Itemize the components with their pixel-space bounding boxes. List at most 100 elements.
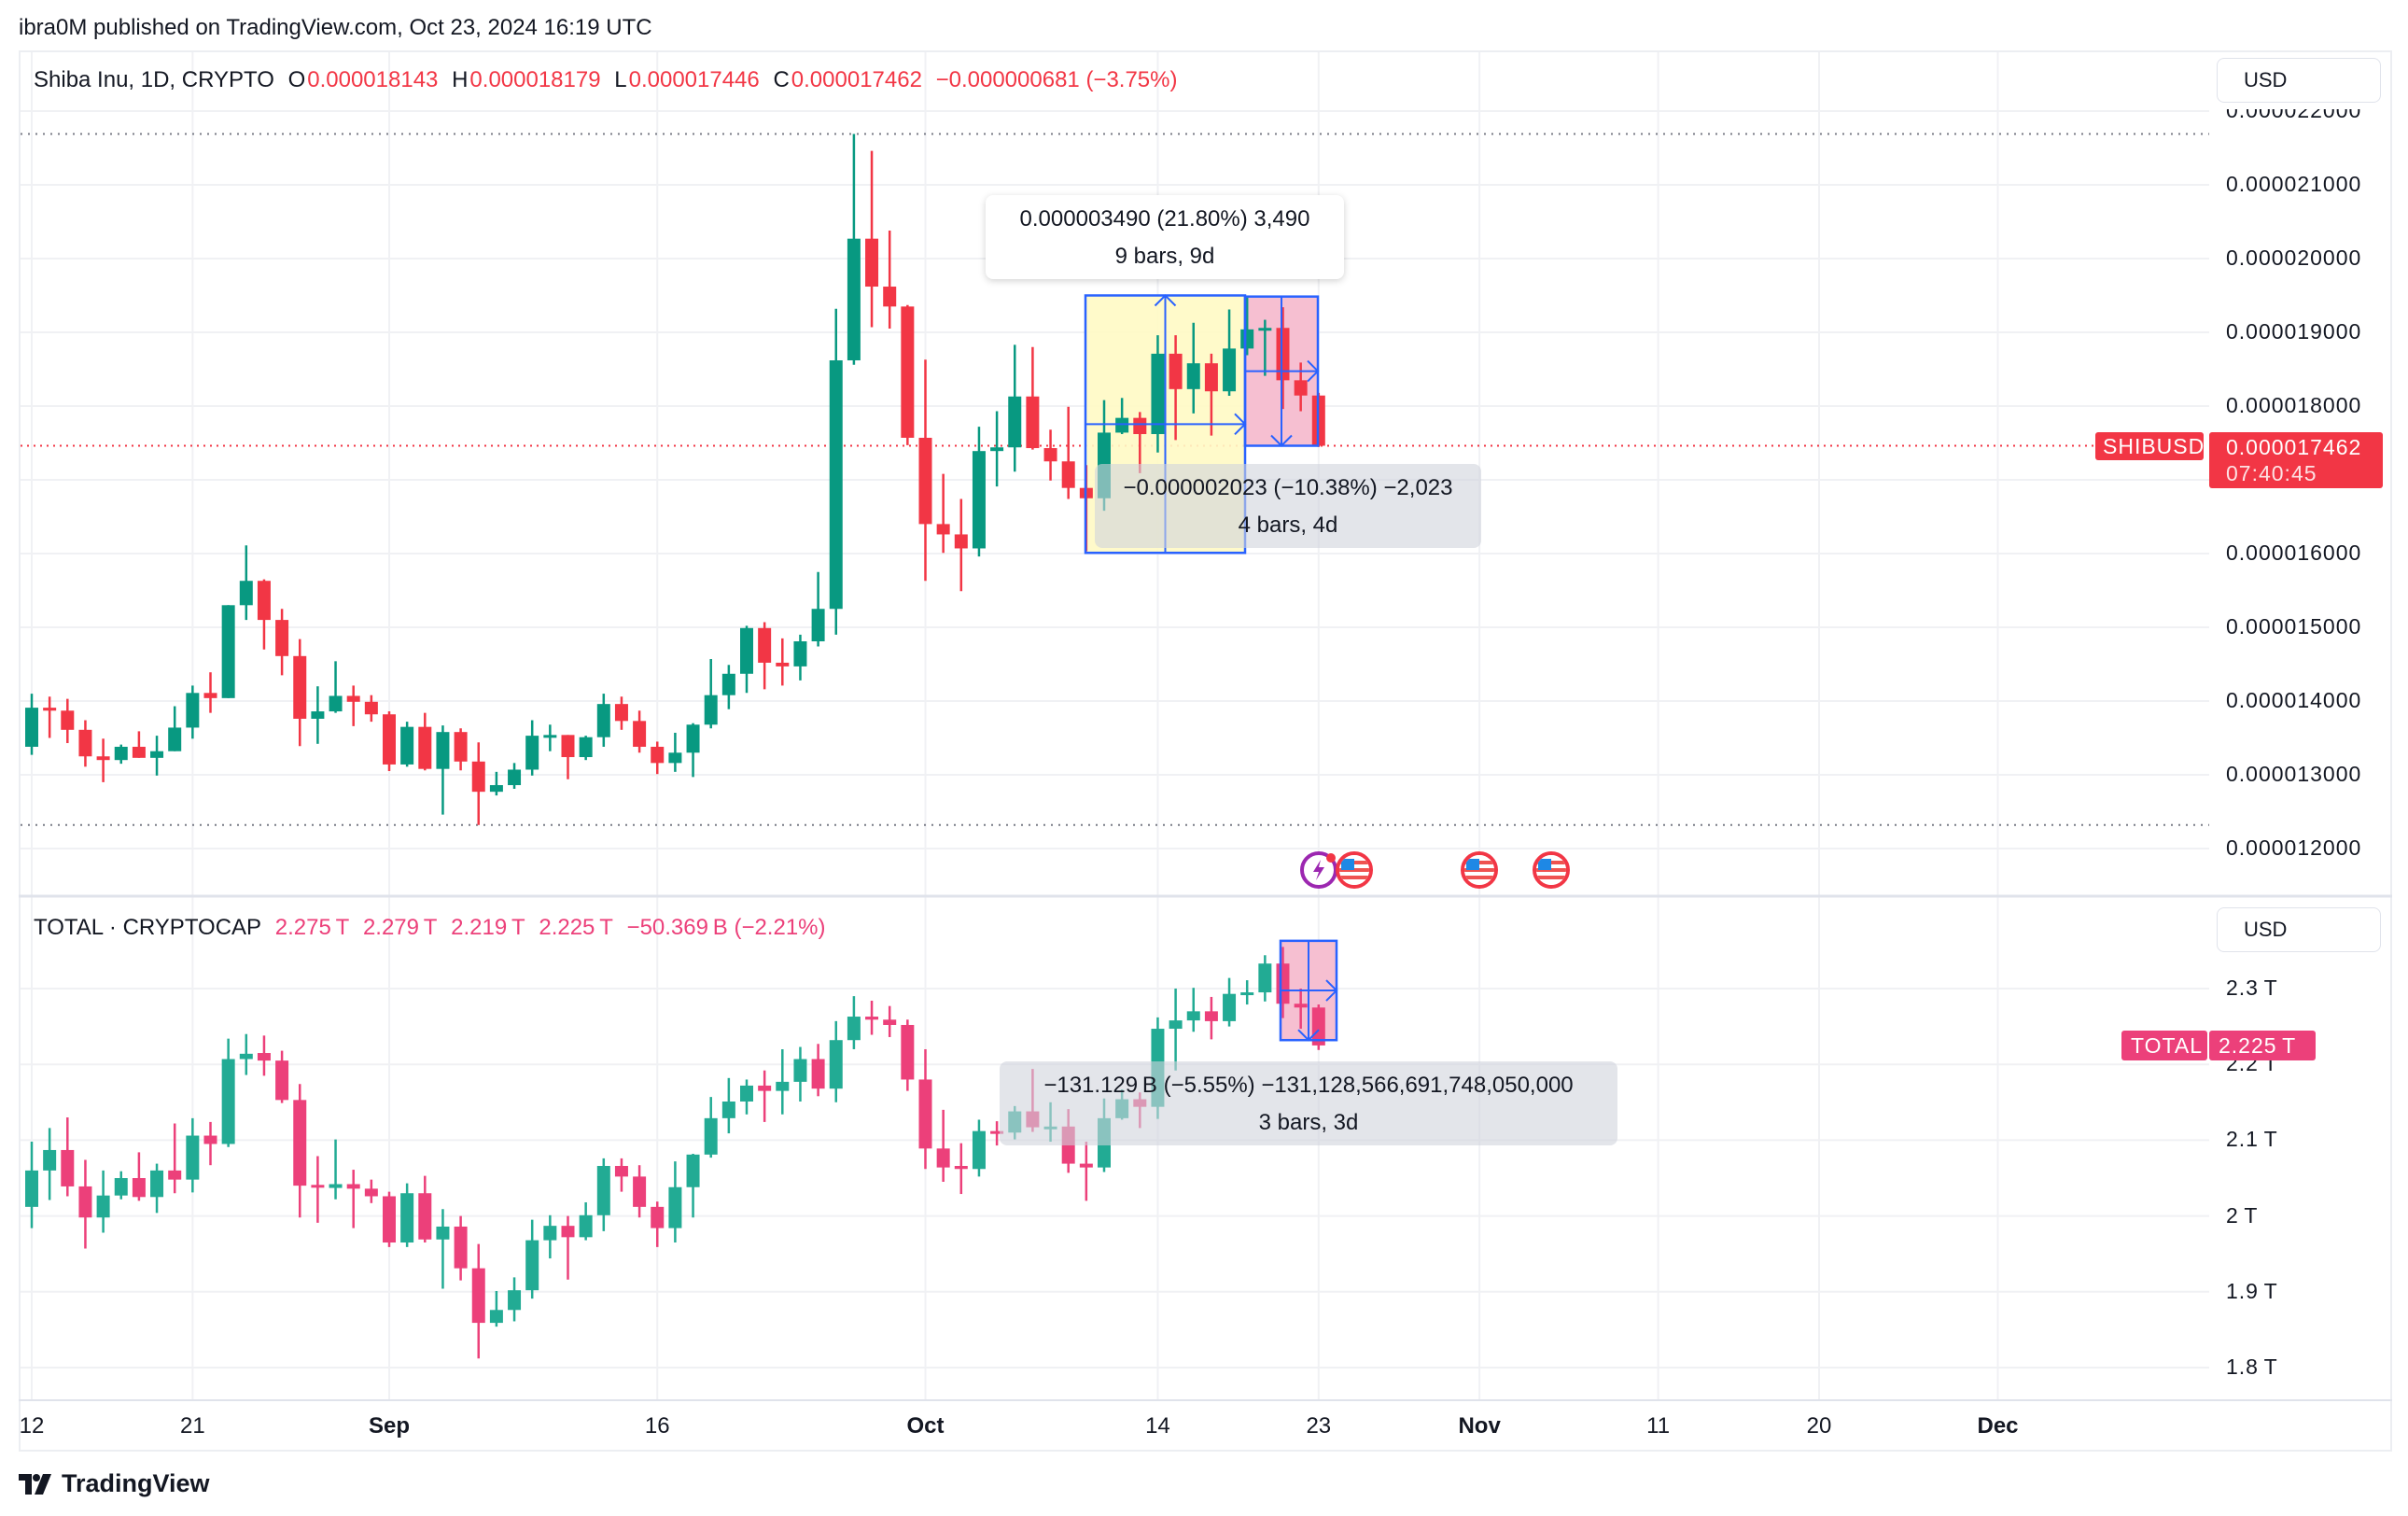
candle[interactable]: [275, 609, 289, 676]
candle[interactable]: [704, 658, 718, 729]
candle[interactable]: [1258, 319, 1272, 376]
us-flag-icon[interactable]: [1461, 851, 1499, 889]
candle[interactable]: [114, 744, 128, 765]
candle[interactable]: [418, 1175, 432, 1243]
candle[interactable]: [686, 1154, 700, 1218]
candle[interactable]: [383, 1191, 396, 1247]
candle[interactable]: [329, 1139, 343, 1200]
candle[interactable]: [150, 736, 164, 776]
candle[interactable]: [865, 1000, 879, 1035]
candle[interactable]: [43, 1128, 57, 1200]
candle[interactable]: [721, 1077, 735, 1134]
candle[interactable]: [311, 686, 325, 744]
candle[interactable]: [454, 728, 468, 771]
candle[interactable]: [150, 1163, 164, 1214]
candle[interactable]: [525, 720, 539, 776]
candle[interactable]: [203, 672, 217, 713]
candle[interactable]: [525, 1219, 539, 1299]
candle[interactable]: [543, 724, 557, 751]
candle[interactable]: [471, 742, 485, 825]
candle[interactable]: [96, 738, 110, 782]
candle[interactable]: [1186, 322, 1200, 414]
candle[interactable]: [61, 698, 75, 744]
currency-button-bottom[interactable]: USD: [2217, 907, 2381, 952]
candle[interactable]: [383, 711, 396, 772]
us-flag-icon[interactable]: [1532, 851, 1570, 889]
candle[interactable]: [1223, 977, 1237, 1027]
candle[interactable]: [1311, 1004, 1325, 1050]
candle[interactable]: [686, 723, 700, 778]
candle[interactable]: [901, 304, 915, 445]
candle[interactable]: [1186, 988, 1200, 1032]
candle[interactable]: [489, 771, 503, 796]
candle[interactable]: [221, 1038, 235, 1147]
candle[interactable]: [436, 1209, 450, 1289]
candle[interactable]: [883, 1005, 897, 1037]
candle[interactable]: [96, 1170, 110, 1233]
candle[interactable]: [918, 1048, 932, 1170]
main-symbol[interactable]: Shiba Inu, 1D, CRYPTO: [34, 67, 274, 92]
candle[interactable]: [346, 685, 360, 726]
candle[interactable]: [740, 1079, 753, 1115]
candle[interactable]: [78, 1159, 92, 1249]
candle[interactable]: [543, 1214, 557, 1259]
candle[interactable]: [239, 545, 253, 621]
candle[interactable]: [1276, 307, 1290, 410]
candle[interactable]: [579, 736, 593, 761]
candle[interactable]: [847, 996, 861, 1049]
candle[interactable]: [508, 1277, 522, 1322]
candle[interactable]: [364, 695, 378, 723]
candle[interactable]: [758, 622, 772, 690]
tradingview-logo[interactable]: TradingView: [19, 1469, 210, 1498]
candle[interactable]: [1240, 980, 1254, 1005]
candle[interactable]: [293, 1084, 307, 1218]
candle[interactable]: [918, 359, 932, 582]
candle[interactable]: [1294, 989, 1308, 1030]
candle[interactable]: [793, 1046, 807, 1102]
candle[interactable]: [865, 150, 879, 328]
candle[interactable]: [954, 498, 968, 592]
candle[interactable]: [1258, 955, 1272, 1002]
currency-button-main[interactable]: USD: [2217, 58, 2381, 103]
candle[interactable]: [186, 685, 200, 739]
candle[interactable]: [829, 308, 843, 635]
candle[interactable]: [972, 1119, 986, 1177]
candle[interactable]: [471, 1243, 485, 1359]
candle[interactable]: [346, 1170, 360, 1228]
candle[interactable]: [364, 1179, 378, 1203]
candle[interactable]: [418, 712, 432, 771]
candle[interactable]: [454, 1215, 468, 1281]
candle[interactable]: [811, 571, 825, 647]
candle[interactable]: [293, 639, 307, 747]
candle[interactable]: [614, 696, 628, 730]
candle[interactable]: [1133, 412, 1147, 473]
candle[interactable]: [168, 706, 182, 751]
candle[interactable]: [811, 1044, 825, 1097]
candle[interactable]: [596, 1158, 610, 1231]
candle[interactable]: [1169, 335, 1183, 441]
candle[interactable]: [758, 1070, 772, 1122]
candle[interactable]: [829, 1020, 843, 1102]
candle[interactable]: [78, 720, 92, 767]
candle[interactable]: [168, 1123, 182, 1194]
candle[interactable]: [936, 473, 950, 554]
candle[interactable]: [1026, 346, 1040, 450]
candle[interactable]: [1240, 295, 1254, 356]
candle[interactable]: [489, 1290, 503, 1327]
candle[interactable]: [633, 1165, 647, 1218]
candle[interactable]: [633, 710, 647, 753]
candle[interactable]: [257, 1035, 271, 1076]
candle[interactable]: [1204, 353, 1218, 436]
candle[interactable]: [508, 763, 522, 790]
candle[interactable]: [1151, 335, 1165, 453]
candle[interactable]: [400, 722, 414, 767]
candle[interactable]: [596, 694, 610, 747]
us-flag-icon[interactable]: [1336, 851, 1374, 889]
candle[interactable]: [1043, 429, 1057, 481]
candle[interactable]: [614, 1158, 628, 1192]
candle[interactable]: [936, 1109, 950, 1183]
candle[interactable]: [43, 696, 57, 738]
candle[interactable]: [203, 1121, 217, 1166]
candle[interactable]: [221, 605, 235, 698]
